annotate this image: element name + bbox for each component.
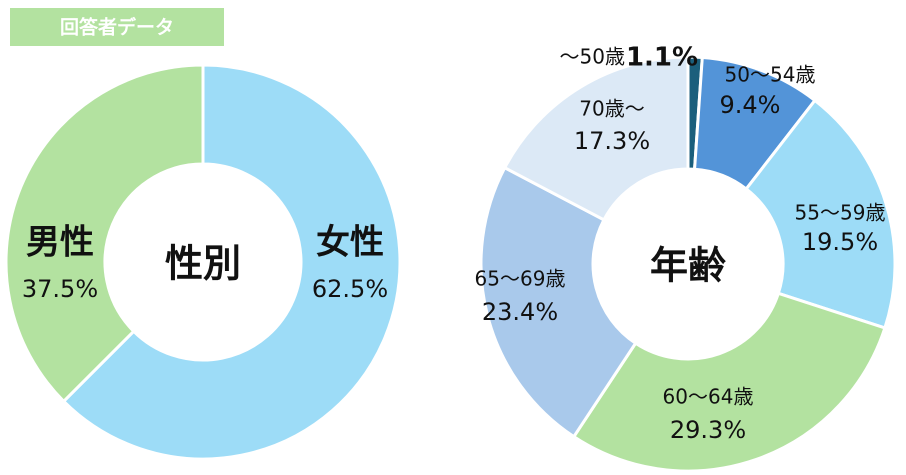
donut-segment [479, 165, 638, 439]
donut-segment [571, 291, 887, 473]
donut-segment [502, 55, 690, 222]
category-label: 男性 [26, 223, 94, 263]
value-label: 23.4% [482, 298, 558, 326]
value-label: 62.5% [312, 275, 388, 303]
header-title: 回答者データ [60, 16, 174, 39]
header-badge [10, 8, 224, 46]
value-label: 37.5% [22, 275, 98, 303]
center-title: 年齢 [650, 244, 726, 288]
category-label: 女性 [316, 223, 384, 263]
category-label: 65～69歳 [475, 267, 566, 291]
donut-segment [4, 63, 205, 404]
category-label: 70歳～ [579, 97, 644, 121]
center-title: 性別 [165, 242, 241, 286]
category-label: 60～64歳 [663, 385, 754, 409]
value-label: 19.5% [802, 228, 878, 256]
category-label: 50～54歳 [725, 63, 816, 87]
value-label: 29.3% [670, 416, 746, 444]
value-label: 1.1% [626, 43, 698, 73]
value-label: 17.3% [574, 127, 650, 155]
category-label: 55～59歳 [795, 201, 886, 225]
donut-segment [744, 98, 897, 330]
category-label: ～50歳 [560, 45, 625, 69]
value-label: 9.4% [720, 91, 781, 119]
donut-segment [61, 63, 402, 461]
